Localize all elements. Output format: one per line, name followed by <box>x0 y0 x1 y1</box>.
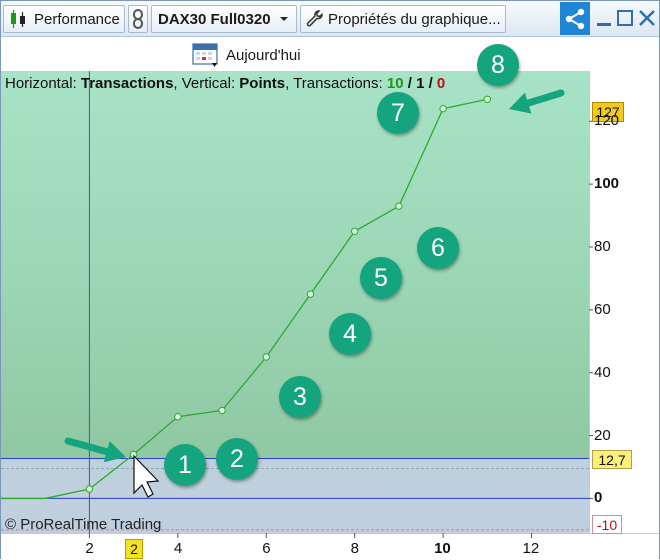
share-icon <box>565 8 585 29</box>
legend-wins: 10 <box>386 75 404 92</box>
x-tick-label: 4 <box>173 540 183 557</box>
instrument-label: DAX30 Full0320 <box>158 10 271 28</box>
x-tick-label: 12 <box>522 540 540 557</box>
equity-line <box>1 98 488 500</box>
chart-properties-button[interactable]: Propriétés du graphique... <box>300 5 506 33</box>
chevron-down-icon <box>279 17 288 21</box>
pointer-arrow-end <box>509 89 565 114</box>
step-badge-7: 7 <box>377 92 419 134</box>
y-tick-label: 80 <box>594 238 611 255</box>
pointer-arrow-start <box>64 437 126 463</box>
y-tick-label: 100 <box>594 175 620 193</box>
step-badge-5: 5 <box>360 257 402 299</box>
last-value-tag: 127 <box>592 102 624 122</box>
legend-neutral: 1 <box>416 75 425 92</box>
close-icon[interactable] <box>639 10 655 26</box>
instrument-selector[interactable]: DAX30 Full0320 <box>151 5 297 33</box>
legend-transactions-prefix: , Transactions: <box>285 75 383 92</box>
wrench-icon <box>306 10 323 27</box>
chart-properties-label: Propriétés du graphique... <box>328 10 501 28</box>
legend-sep1: / <box>403 75 417 92</box>
chart-legend: Horizontal: Transactions, Vertical: Poin… <box>5 75 445 92</box>
step-badge-4: 4 <box>329 313 371 355</box>
x-tick-label: 10 <box>434 540 451 557</box>
calendar-icon <box>192 43 218 67</box>
data-point <box>262 353 270 361</box>
legend-horizontal-value: Transactions <box>80 75 174 92</box>
link-button[interactable] <box>128 5 148 33</box>
data-point <box>350 227 359 235</box>
data-point <box>439 105 447 113</box>
data-point <box>174 413 182 421</box>
y-tick-label: 120 <box>594 112 620 130</box>
performance-label: Performance <box>34 10 120 28</box>
step-badge-8: 8 <box>477 44 519 86</box>
share-button[interactable] <box>560 2 590 35</box>
date-bar: Aujourd'hui <box>1 38 659 70</box>
today-label: Aujourd'hui <box>226 46 301 64</box>
y-tick-label: 0 <box>594 489 603 507</box>
data-point <box>395 202 403 210</box>
step-badge-6: 6 <box>417 227 459 269</box>
data-point <box>218 406 226 415</box>
legend-sep2: / <box>424 75 437 92</box>
today-button[interactable]: Aujourd'hui <box>192 41 301 69</box>
legend-vertical-prefix: , Vertical: <box>173 75 236 92</box>
maximize-icon[interactable] <box>617 10 633 26</box>
candlestick-icon <box>11 10 25 28</box>
step-badge-1: 1 <box>164 444 206 486</box>
x-tick-label: 2 <box>85 540 94 557</box>
chart-plot-area[interactable] <box>1 71 589 533</box>
cursor-x-tag: 2 <box>125 539 143 559</box>
minimize-icon[interactable] <box>597 23 611 26</box>
step-badge-2: 2 <box>216 438 258 480</box>
toolbar: Performance DAX30 Full0320 Propriétés du… <box>1 1 659 37</box>
cursor-value-tag: 12,7 <box>592 450 632 469</box>
legend-horizontal-prefix: Horizontal: <box>5 75 77 92</box>
performance-button[interactable]: Performance <box>3 5 125 33</box>
mouse-cursor-icon <box>133 454 160 498</box>
min-value-tag: -10 <box>592 515 622 534</box>
step-badge-3: 3 <box>279 376 321 418</box>
x-tick-label: 6 <box>262 540 271 557</box>
copyright-label: © ProRealTime Trading <box>5 516 162 533</box>
x-axis[interactable] <box>1 533 659 559</box>
data-point <box>85 485 94 493</box>
chain-link-icon <box>133 9 143 29</box>
y-tick-label: 60 <box>594 300 611 318</box>
data-point <box>483 95 492 103</box>
x-tick-label: 8 <box>350 540 360 557</box>
legend-losses: 0 <box>436 75 446 92</box>
legend-vertical-value: Points <box>239 75 286 92</box>
data-point <box>306 290 315 298</box>
y-tick-label: 40 <box>594 363 611 381</box>
y-tick-label: 20 <box>594 426 611 444</box>
window-controls <box>595 7 657 31</box>
